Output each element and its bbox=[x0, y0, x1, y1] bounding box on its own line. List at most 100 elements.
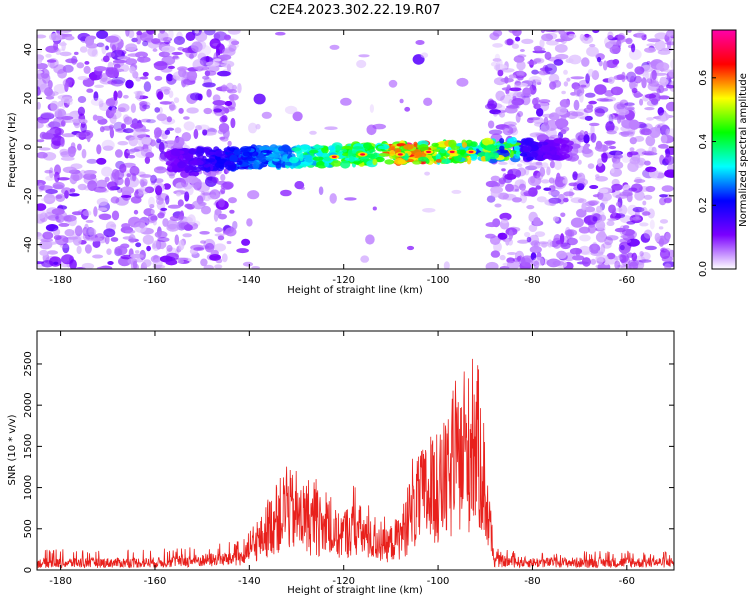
signal-blob bbox=[298, 161, 310, 167]
noise-blob bbox=[670, 59, 674, 70]
noise-blob bbox=[175, 257, 189, 261]
noise-blob bbox=[228, 94, 239, 101]
noise-blob bbox=[218, 213, 227, 220]
signal-blob bbox=[369, 149, 376, 153]
noise-blob bbox=[594, 106, 609, 114]
signal-blob bbox=[203, 164, 210, 168]
noise-blob bbox=[135, 242, 142, 248]
noise-blob bbox=[621, 71, 626, 83]
noise-blob bbox=[72, 118, 84, 123]
noise-blob bbox=[519, 262, 532, 269]
noise-blob bbox=[596, 56, 602, 63]
noise-blob bbox=[158, 51, 170, 58]
noise-blob bbox=[660, 113, 667, 123]
noise-blob bbox=[114, 245, 128, 256]
noise-blob bbox=[511, 43, 519, 49]
signal-peak-core bbox=[331, 155, 337, 158]
noise-blob bbox=[147, 213, 158, 223]
snr-x-ticks: -180 -160 -140 -120 -100 -80 -60 bbox=[49, 331, 635, 587]
colorbar: 0.0 0.2 0.4 0.6 Normalized spectral amplitu… bbox=[698, 29, 749, 277]
noise-blob bbox=[563, 69, 568, 75]
noise-blob bbox=[52, 184, 64, 190]
signal-blob bbox=[524, 139, 529, 146]
noise-blob bbox=[358, 54, 370, 58]
noise-blob bbox=[212, 94, 221, 102]
noise-blob bbox=[117, 90, 123, 99]
noise-blob bbox=[57, 100, 64, 107]
noise-blob bbox=[570, 111, 584, 117]
noise-blob bbox=[533, 103, 541, 110]
noise-blob bbox=[194, 31, 208, 42]
noise-blob bbox=[404, 106, 411, 112]
noise-blob bbox=[193, 247, 205, 251]
noise-blob bbox=[139, 101, 148, 107]
noise-blob bbox=[665, 128, 670, 137]
noise-blob bbox=[606, 220, 615, 226]
noise-blob bbox=[89, 227, 96, 238]
noise-blob bbox=[41, 197, 55, 202]
y-tick-label: 2000 bbox=[23, 392, 34, 417]
y-tick-label: 1500 bbox=[23, 434, 34, 459]
noise-blob bbox=[556, 250, 567, 259]
noise-blob bbox=[616, 108, 630, 116]
noise-blob bbox=[214, 233, 225, 237]
noise-blob bbox=[37, 63, 48, 70]
noise-blob bbox=[615, 207, 623, 212]
noise-blob bbox=[82, 77, 95, 87]
noise-blob bbox=[485, 222, 499, 228]
noise-blob bbox=[506, 38, 514, 46]
noise-blob bbox=[136, 31, 143, 36]
noise-blob bbox=[591, 70, 600, 81]
signal-blob bbox=[485, 144, 497, 152]
noise-blob bbox=[634, 190, 645, 201]
noise-blob bbox=[91, 49, 99, 58]
noise-blob bbox=[56, 219, 61, 222]
noise-blob bbox=[604, 90, 615, 97]
noise-blob bbox=[579, 33, 585, 42]
noise-blob bbox=[187, 70, 198, 81]
noise-blob bbox=[184, 191, 190, 202]
signal-blob bbox=[515, 150, 521, 157]
noise-blob bbox=[219, 136, 226, 140]
spectrogram-y-ticks: -40 -20 0 20 40 bbox=[23, 43, 674, 253]
x-tick-label: -180 bbox=[49, 275, 72, 286]
noise-blob bbox=[594, 84, 607, 95]
noise-blob bbox=[168, 104, 177, 111]
signal-blob bbox=[188, 149, 197, 155]
noise-blob bbox=[553, 59, 564, 66]
noise-blob bbox=[97, 207, 108, 211]
noise-blob bbox=[585, 73, 590, 84]
noise-blob bbox=[107, 80, 118, 85]
noise-blob bbox=[642, 211, 651, 216]
noise-blob bbox=[644, 93, 657, 99]
noise-blob bbox=[280, 189, 292, 197]
noise-blob bbox=[49, 167, 54, 179]
signal-blob bbox=[526, 156, 534, 161]
noise-blob bbox=[329, 193, 337, 204]
noise-blob bbox=[154, 230, 168, 239]
noise-blob bbox=[38, 147, 51, 151]
signal-blob bbox=[455, 149, 467, 155]
spectrogram-x-ticks: -180 -160 -140 -120 -100 -80 -60 bbox=[49, 30, 635, 286]
noise-blob bbox=[636, 30, 645, 39]
noise-blob bbox=[624, 106, 635, 111]
noise-blob bbox=[80, 208, 89, 220]
noise-blob bbox=[192, 59, 204, 71]
noise-blob bbox=[566, 237, 578, 246]
noise-blob bbox=[228, 197, 237, 204]
noise-blob bbox=[100, 73, 108, 82]
noise-blob bbox=[96, 157, 107, 165]
noise-blob bbox=[139, 174, 152, 178]
noise-blob bbox=[324, 126, 338, 130]
noise-blob bbox=[557, 194, 566, 205]
noise-blob bbox=[142, 259, 152, 267]
noise-blob bbox=[159, 30, 165, 34]
signal-blob bbox=[184, 166, 190, 174]
noise-blob bbox=[44, 169, 53, 174]
noise-blob bbox=[79, 46, 88, 53]
noise-blob bbox=[505, 124, 517, 134]
noise-blob bbox=[613, 256, 623, 261]
noise-blob bbox=[570, 217, 584, 228]
noise-blob bbox=[443, 261, 450, 269]
noise-blob bbox=[533, 45, 543, 52]
